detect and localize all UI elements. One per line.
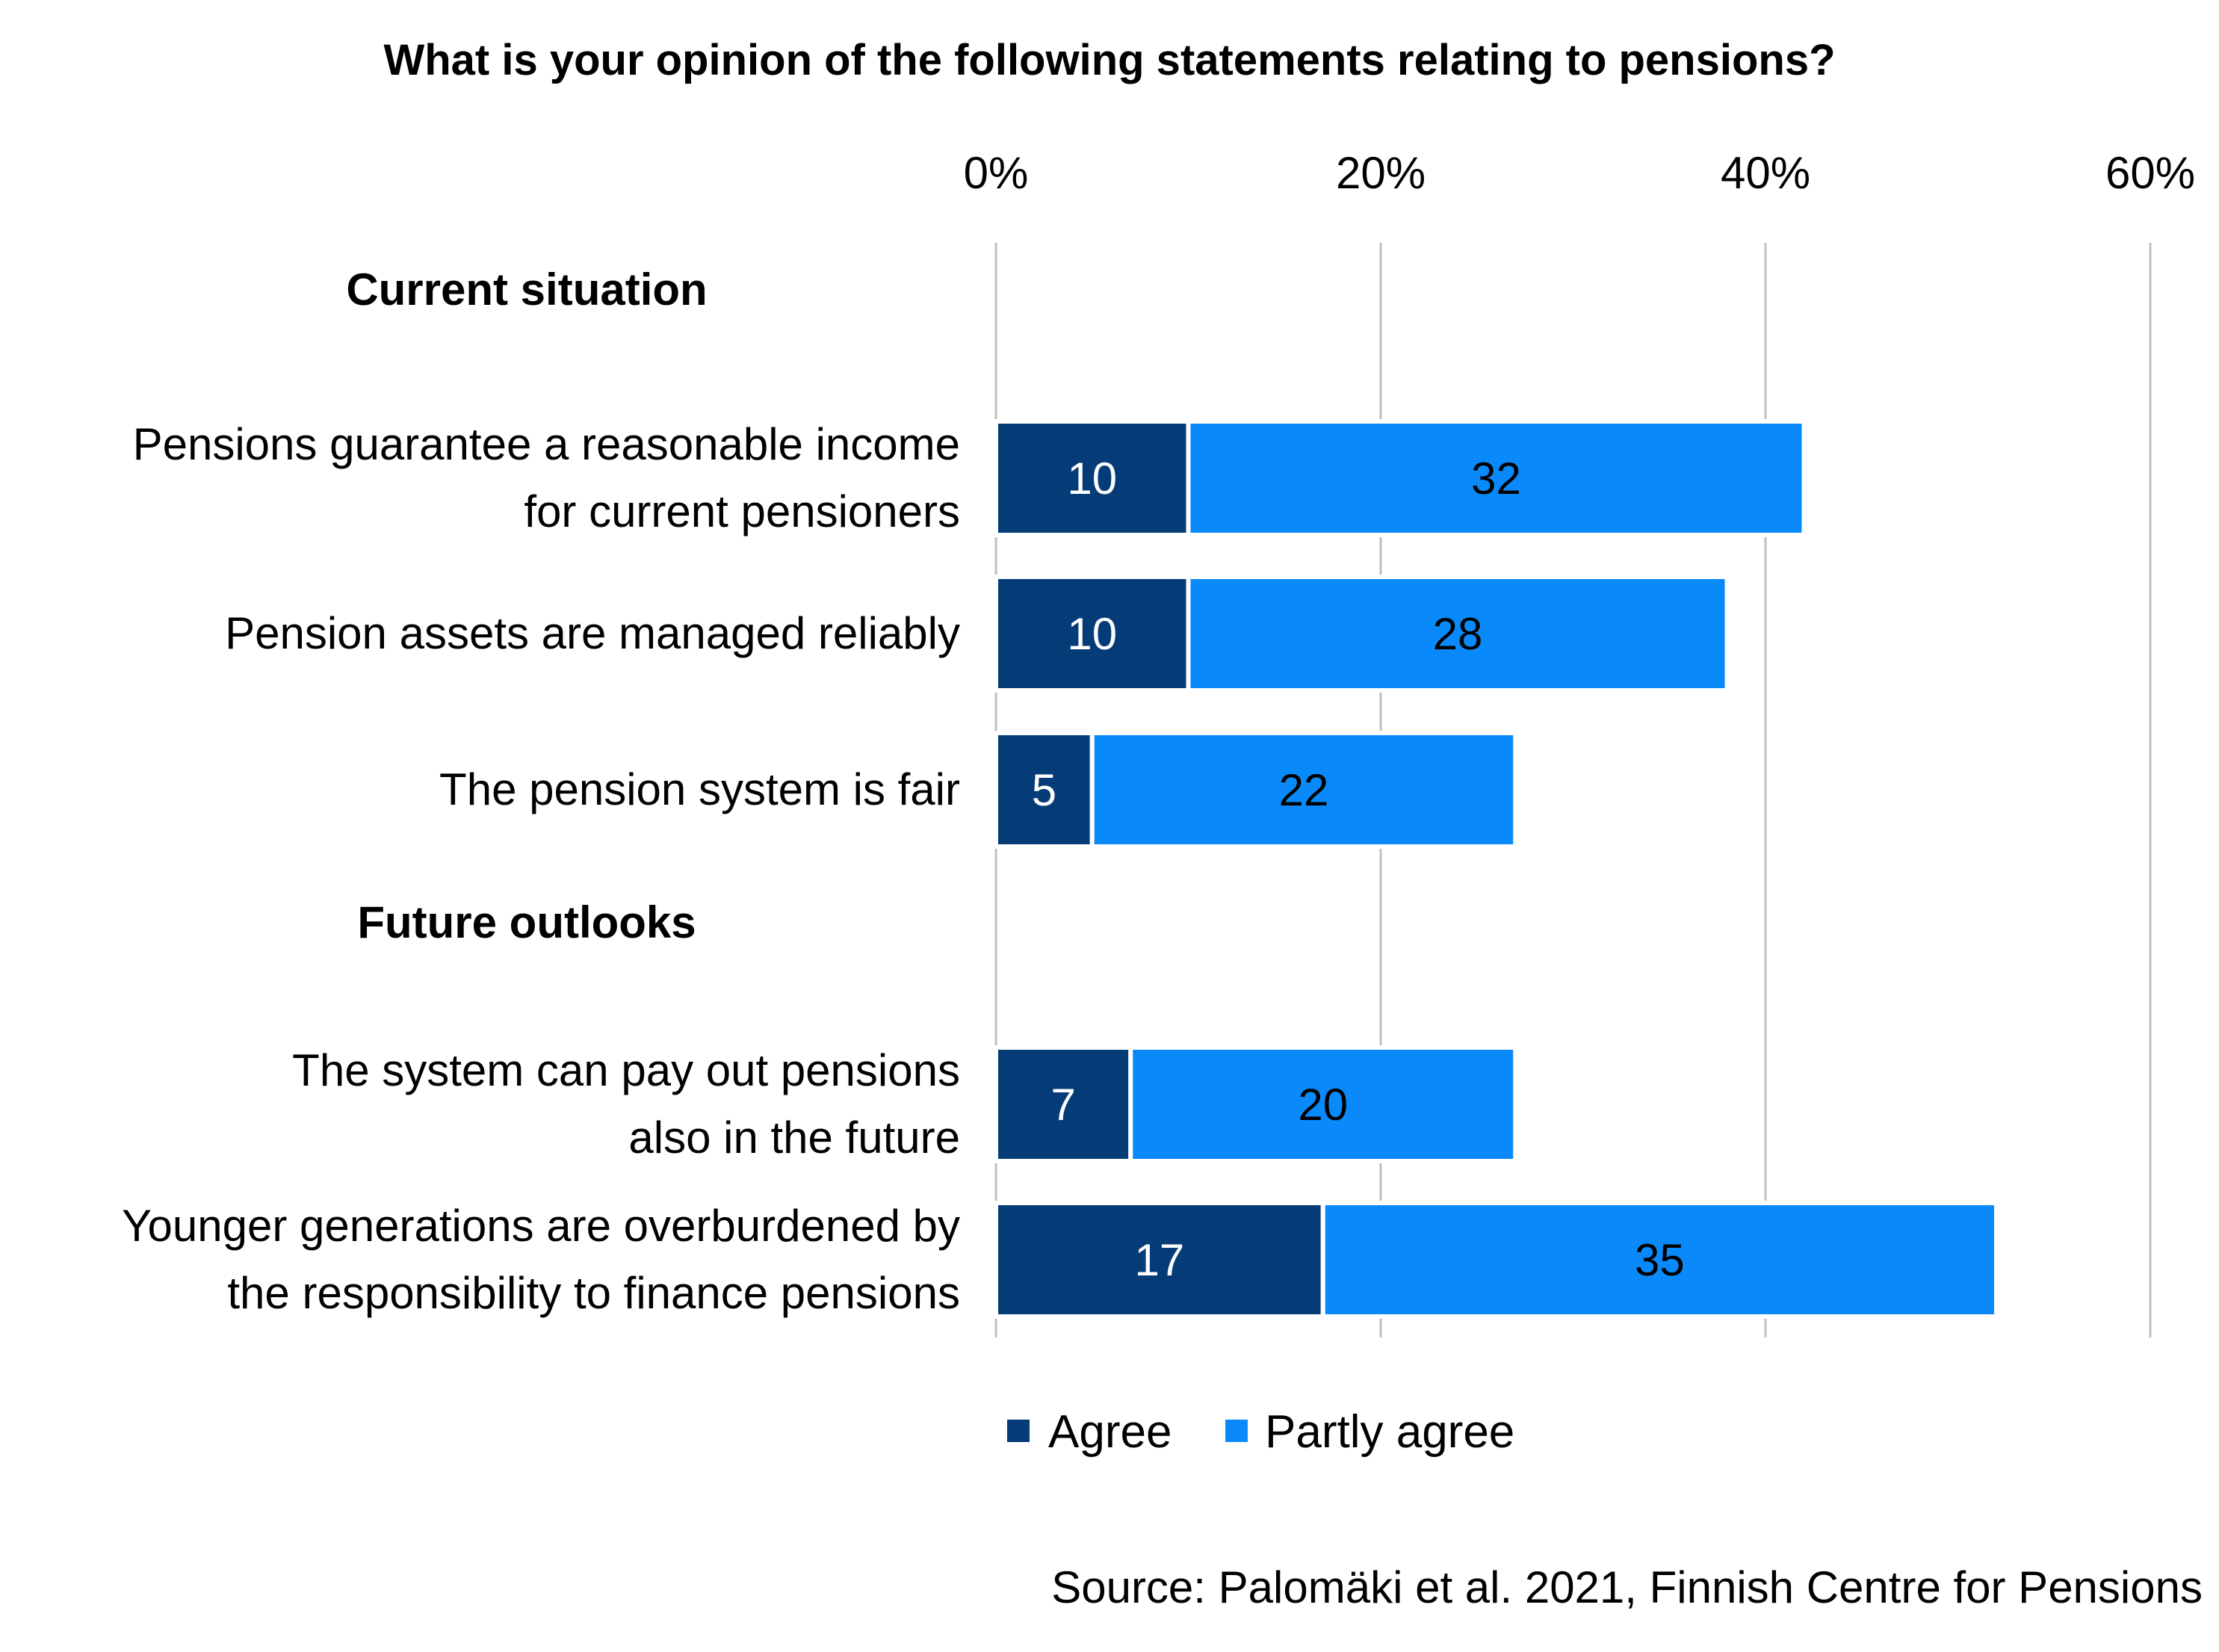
bar-agree: [994, 419, 1191, 537]
category-label: Pension assets are managed reliably: [225, 608, 960, 658]
bar-partly-agree: [1128, 1045, 1518, 1163]
chart-title: What is your opinion of the following st…: [383, 36, 1835, 84]
x-tick-label: 20%: [1336, 148, 1426, 198]
data-label-partly-agree: 35: [1635, 1235, 1685, 1285]
x-tick-label: 60%: [2105, 148, 2195, 198]
category-label: the responsibility to finance pensions: [227, 1268, 960, 1318]
x-axis-ticks: 0% 20% 40% 60%: [964, 148, 2195, 198]
category-label: Pensions guarantee a reasonable income: [133, 419, 960, 469]
legend-swatch: [1007, 1420, 1030, 1442]
legend-swatch: [1225, 1420, 1248, 1442]
group-label: Future outlooks: [357, 897, 696, 947]
data-label-partly-agree: 32: [1471, 454, 1521, 504]
data-label-agree: 5: [1032, 765, 1056, 815]
category-labels: Current situation Pensions guarantee a re…: [122, 264, 960, 1318]
bar-agree: [994, 575, 1191, 693]
legend-label: Partly agree: [1265, 1406, 1514, 1458]
x-tick-label: 40%: [1721, 148, 1810, 198]
data-label-agree: 7: [1050, 1080, 1075, 1130]
bar-agree: [994, 1201, 1325, 1319]
category-label: also in the future: [628, 1113, 960, 1163]
data-label-agree: 10: [1067, 454, 1117, 504]
bar-partly-agree: [1320, 1201, 1999, 1319]
category-label: for current pensioners: [524, 486, 960, 536]
bar-partly-agree: [1089, 731, 1518, 849]
data-label-partly-agree: 22: [1279, 765, 1329, 815]
data-label-agree: 10: [1067, 609, 1117, 659]
bar-partly-agree: [1186, 575, 1730, 693]
legend: Agree Partly agree: [1007, 1406, 1514, 1458]
data-label-partly-agree: 28: [1433, 609, 1483, 659]
legend-label: Agree: [1048, 1406, 1172, 1458]
category-label: Younger generations are overburdened by: [122, 1201, 960, 1251]
bar-partly-agree: [1186, 419, 1807, 537]
category-label: The pension system is fair: [439, 764, 960, 814]
bars: 10 32 10 28 5 22 7 20 17 35: [994, 419, 1999, 1319]
category-label: The system can pay out pensions: [292, 1045, 960, 1095]
group-label: Current situation: [346, 264, 707, 315]
data-label-partly-agree: 20: [1298, 1080, 1348, 1130]
data-label-agree: 17: [1135, 1235, 1185, 1285]
x-tick-label: 0%: [964, 148, 1029, 198]
source-note: Source: Palomäki et al. 2021, Finnish Ce…: [1051, 1562, 2203, 1612]
